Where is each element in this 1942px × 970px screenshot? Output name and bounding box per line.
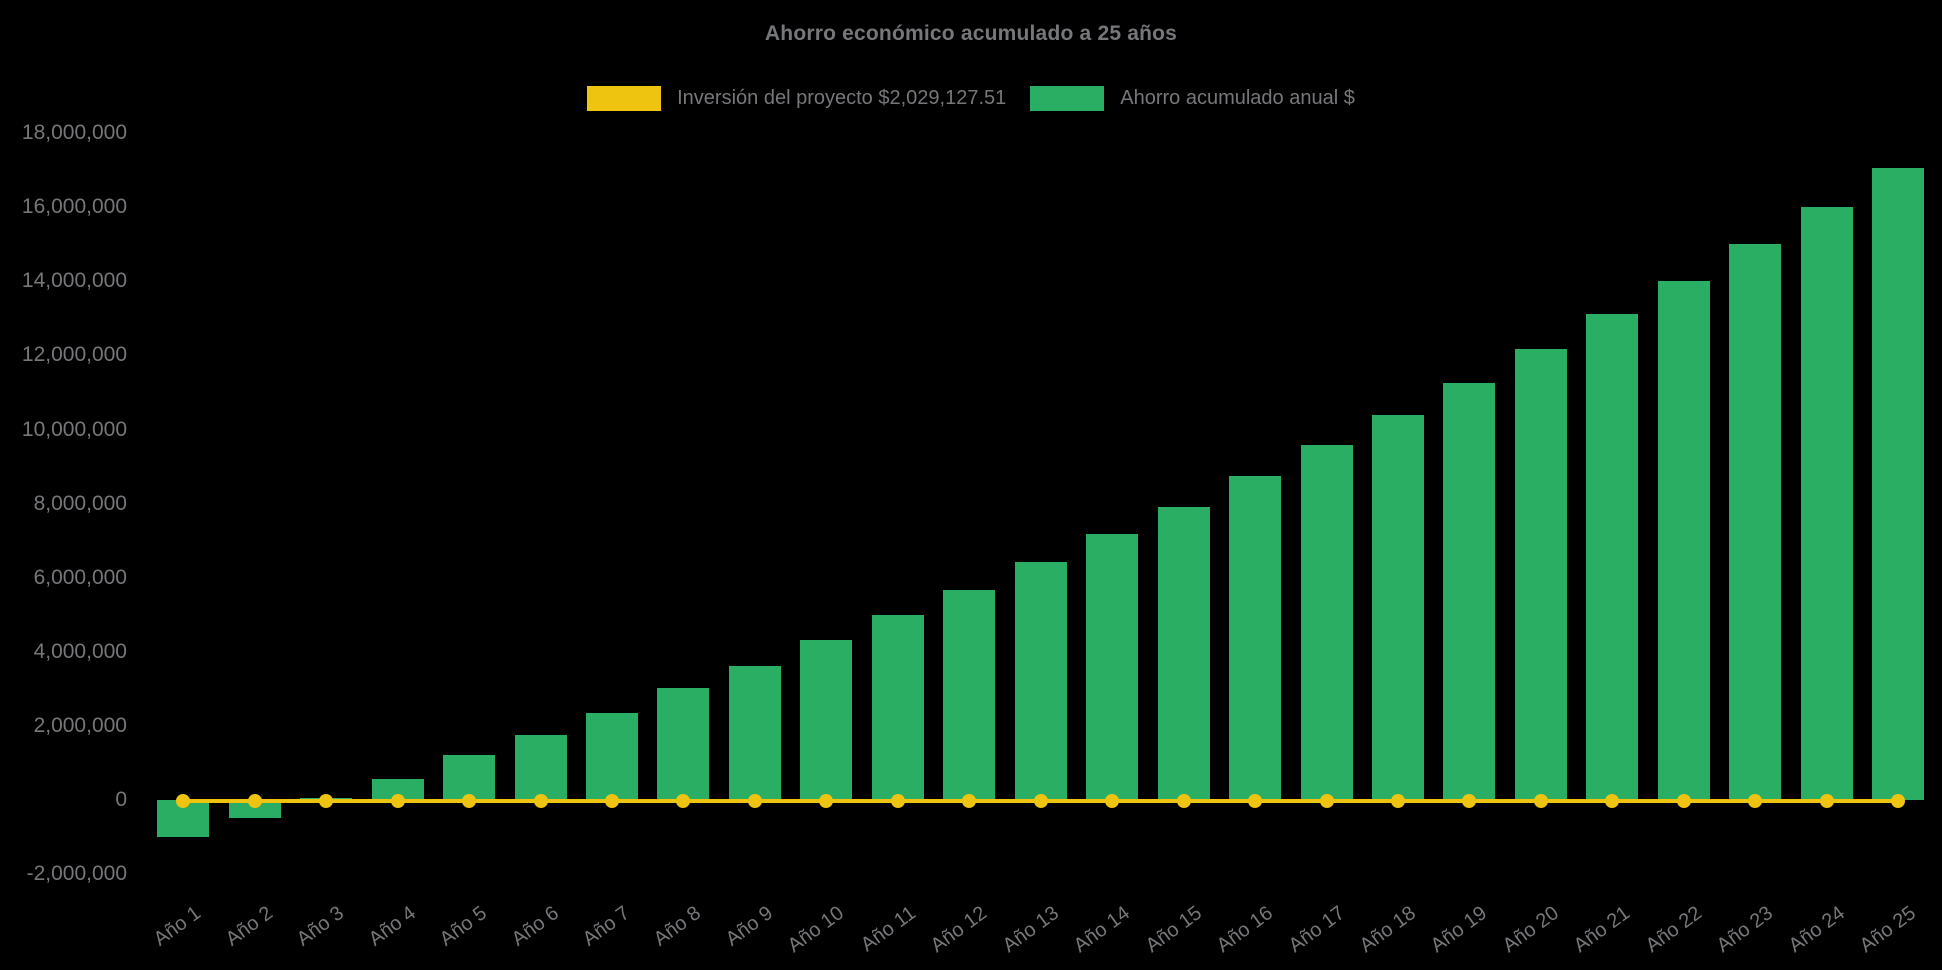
x-axis-label-ano-7: Año 7 <box>578 902 634 951</box>
investment-marker-ano-10 <box>819 794 834 808</box>
investment-marker-ano-2 <box>247 794 262 808</box>
y-axis-label-12000000: 12,000,000 <box>21 343 127 367</box>
investment-marker-ano-1 <box>176 794 191 808</box>
x-axis-label-ano-12: Año 12 <box>926 902 992 958</box>
legend: Inversión del proyecto $2,029,127.51 Aho… <box>0 86 1942 111</box>
x-axis-label-ano-3: Año 3 <box>292 902 349 951</box>
investment-marker-ano-23 <box>1748 794 1763 808</box>
y-axis-label-10000000: 10,000,000 <box>21 417 127 441</box>
x-axis-label-ano-13: Año 13 <box>998 902 1063 958</box>
investment-marker-ano-6 <box>533 794 548 808</box>
bar-ano-14 <box>1086 533 1139 800</box>
x-axis-label-ano-21: Año 21 <box>1570 902 1635 958</box>
y-axis-label-2000000: 2,000,000 <box>33 713 127 737</box>
investment-marker-ano-3 <box>319 794 334 808</box>
legend-label-ahorro: Ahorro acumulado anual $ <box>1120 87 1355 109</box>
bar-ano-24 <box>1800 206 1853 800</box>
legend-item-inversion: Inversión del proyecto $2,029,127.51 <box>587 86 1006 111</box>
x-axis-label-ano-4: Año 4 <box>364 902 420 951</box>
x-axis-label-ano-1: Año 1 <box>150 902 206 951</box>
y-axis-label-18000000: 18,000,000 <box>21 121 127 145</box>
investment-marker-ano-4 <box>390 794 405 808</box>
y-axis-label-6000000: 6,000,000 <box>33 565 127 589</box>
bar-ano-18 <box>1371 415 1424 800</box>
investment-marker-ano-12 <box>962 794 977 808</box>
bar-ano-13 <box>1014 562 1067 800</box>
bar-ano-10 <box>800 639 853 800</box>
y-axis-label-8000000: 8,000,000 <box>33 491 127 515</box>
x-axis-label-ano-6: Año 6 <box>507 902 563 951</box>
bar-ano-16 <box>1229 475 1282 800</box>
x-axis-label-ano-15: Año 15 <box>1141 902 1206 958</box>
x-axis-label-ano-20: Año 20 <box>1498 902 1563 958</box>
y-axis-label-0: 0 <box>115 788 127 811</box>
bar-ano-8 <box>657 688 710 800</box>
investment-marker-ano-22 <box>1676 794 1691 808</box>
bar-ano-9 <box>728 665 781 800</box>
investment-marker-ano-19 <box>1462 794 1477 808</box>
x-axis-label-ano-23: Año 23 <box>1712 902 1778 958</box>
investment-marker-ano-24 <box>1819 794 1834 808</box>
investment-marker-ano-13 <box>1033 794 1048 808</box>
y-axis-label--2000000: -2,000,000 <box>26 862 127 886</box>
investment-marker-ano-8 <box>676 794 691 808</box>
bar-ano-2 <box>228 800 281 819</box>
investment-marker-ano-11 <box>890 794 905 808</box>
x-axis-label-ano-16: Año 16 <box>1212 902 1277 958</box>
x-axis-label-ano-19: Año 19 <box>1427 902 1492 958</box>
investment-marker-ano-17 <box>1319 794 1334 808</box>
x-axis-label-ano-5: Año 5 <box>435 902 492 951</box>
investment-marker-ano-16 <box>1248 794 1263 808</box>
y-axis-label-16000000: 16,000,000 <box>21 195 127 219</box>
x-axis-label-ano-25: Año 25 <box>1855 902 1921 958</box>
x-axis-label-ano-22: Año 22 <box>1641 902 1706 958</box>
legend-item-ahorro: Ahorro acumulado anual $ <box>1030 86 1355 111</box>
legend-swatch-ahorro-icon <box>1030 86 1105 111</box>
bar-ano-25 <box>1872 167 1925 800</box>
investment-marker-ano-25 <box>1891 794 1906 808</box>
bar-ano-23 <box>1729 244 1782 800</box>
investment-marker-ano-15 <box>1176 794 1191 808</box>
x-axis-label-ano-14: Año 14 <box>1069 902 1135 958</box>
bar-ano-11 <box>871 615 924 800</box>
x-axis-label-ano-8: Año 8 <box>650 902 706 951</box>
legend-swatch-inversion-icon <box>587 86 662 111</box>
investment-marker-ano-5 <box>462 794 477 808</box>
y-axis-label-14000000: 14,000,000 <box>21 269 127 293</box>
investment-marker-ano-18 <box>1390 794 1405 808</box>
x-axis-label-ano-2: Año 2 <box>221 902 277 951</box>
bar-ano-17 <box>1300 445 1353 800</box>
x-axis-label-ano-9: Año 9 <box>721 902 777 951</box>
bar-ano-21 <box>1586 314 1639 800</box>
bar-ano-7 <box>586 713 638 800</box>
bar-ano-22 <box>1657 280 1710 800</box>
legend-label-inversion: Inversión del proyecto $2,029,127.51 <box>677 87 1007 109</box>
investment-marker-ano-14 <box>1105 794 1120 808</box>
bar-ano-12 <box>943 589 996 800</box>
investment-marker-ano-21 <box>1605 794 1620 808</box>
bar-ano-20 <box>1514 349 1567 800</box>
bar-ano-5 <box>443 755 496 800</box>
investment-marker-ano-20 <box>1533 794 1548 808</box>
bar-ano-4 <box>371 778 424 800</box>
chart-title: Ahorro económico acumulado a 25 años <box>764 22 1178 45</box>
y-axis-label-4000000: 4,000,000 <box>33 639 127 663</box>
bar-ano-6 <box>514 734 567 800</box>
bar-ano-19 <box>1443 383 1496 800</box>
investment-marker-ano-7 <box>605 794 619 808</box>
bar-ano-15 <box>1157 506 1210 800</box>
investment-marker-ano-9 <box>747 794 762 808</box>
x-axis-label-ano-18: Año 18 <box>1355 902 1420 958</box>
x-axis-label-ano-11: Año 11 <box>856 902 920 957</box>
x-axis-label-ano-17: Año 17 <box>1284 902 1349 958</box>
x-axis-label-ano-10: Año 10 <box>784 902 849 958</box>
x-axis-label-ano-24: Año 24 <box>1784 902 1849 958</box>
